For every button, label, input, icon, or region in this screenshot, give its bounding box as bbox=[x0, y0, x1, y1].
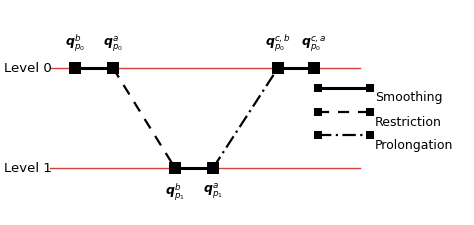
Text: $\boldsymbol{q}^a_{p_1}$: $\boldsymbol{q}^a_{p_1}$ bbox=[203, 182, 223, 201]
Point bbox=[314, 86, 322, 90]
Text: Prolongation: Prolongation bbox=[375, 139, 453, 151]
Point bbox=[171, 166, 179, 170]
Point bbox=[366, 86, 374, 90]
Text: $\boldsymbol{q}^{c,a}_{p_0}$: $\boldsymbol{q}^{c,a}_{p_0}$ bbox=[301, 35, 327, 54]
Point bbox=[314, 110, 322, 114]
Text: $\boldsymbol{q}^b_{p_0}$: $\boldsymbol{q}^b_{p_0}$ bbox=[65, 33, 85, 54]
Point bbox=[109, 66, 117, 70]
Point bbox=[310, 66, 318, 70]
Text: $\boldsymbol{q}^a_{p_0}$: $\boldsymbol{q}^a_{p_0}$ bbox=[103, 35, 123, 54]
Point bbox=[274, 66, 282, 70]
Text: $\boldsymbol{q}^b_{p_1}$: $\boldsymbol{q}^b_{p_1}$ bbox=[165, 182, 185, 203]
Point bbox=[209, 166, 217, 170]
Point bbox=[71, 66, 79, 70]
Text: Level 0: Level 0 bbox=[4, 61, 52, 74]
Point bbox=[366, 110, 374, 114]
Text: Level 1: Level 1 bbox=[4, 162, 52, 175]
Text: Restriction: Restriction bbox=[375, 115, 442, 128]
Point bbox=[366, 133, 374, 137]
Text: $\boldsymbol{q}^{c,b}_{p_0}$: $\boldsymbol{q}^{c,b}_{p_0}$ bbox=[265, 33, 291, 54]
Text: Smoothing: Smoothing bbox=[375, 92, 443, 104]
Point bbox=[314, 133, 322, 137]
